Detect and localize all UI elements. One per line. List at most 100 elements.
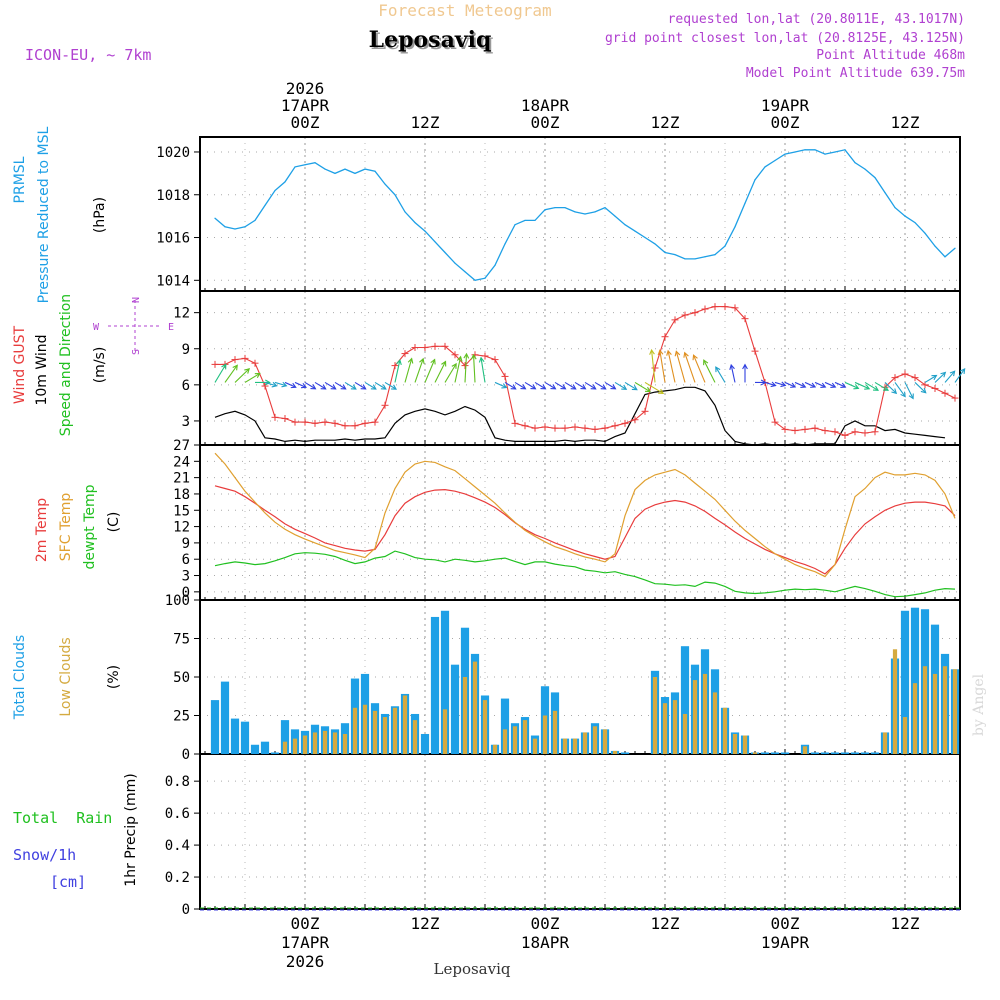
low-cloud-bar bbox=[582, 732, 588, 754]
low-cloud-bar bbox=[472, 661, 478, 754]
compass-e: E bbox=[168, 322, 174, 333]
pressure-point bbox=[294, 166, 296, 168]
wind-arrow bbox=[574, 381, 587, 390]
gust-marker bbox=[421, 344, 429, 352]
wind-arrow-head bbox=[550, 384, 557, 390]
wind-arrow bbox=[894, 382, 906, 398]
wind-arrow bbox=[463, 352, 470, 383]
point-altitude: Point Altitude 468m bbox=[816, 48, 965, 63]
total-cloud-bar bbox=[450, 664, 460, 754]
gust-marker bbox=[911, 374, 919, 382]
wind-arrow-head bbox=[570, 384, 577, 390]
gust-marker bbox=[241, 354, 249, 362]
low-cloud-bar bbox=[542, 715, 548, 754]
wind-arrow bbox=[434, 360, 447, 383]
pressure-point bbox=[764, 166, 766, 168]
pressure-point bbox=[664, 251, 666, 254]
gust-marker bbox=[641, 407, 649, 415]
snow-label: Snow/1h bbox=[13, 846, 76, 864]
wind-arrow-head bbox=[530, 384, 537, 390]
pressure-point bbox=[694, 258, 696, 260]
pressure-point bbox=[614, 215, 616, 217]
wind-arrow-shaft bbox=[574, 381, 586, 390]
wind-arrow bbox=[274, 381, 288, 388]
pressure-point bbox=[324, 168, 326, 170]
pressure-point bbox=[744, 202, 746, 204]
gust-marker bbox=[941, 389, 949, 397]
wind-arrow-shaft bbox=[414, 358, 424, 383]
pressure-point bbox=[434, 241, 436, 243]
y-tick-label: 75 bbox=[173, 632, 190, 648]
wind-arrow-shaft bbox=[954, 368, 966, 383]
wind-arrow-head bbox=[674, 350, 681, 357]
low-cloud-bar bbox=[502, 729, 508, 754]
model-label: ICON-EU, ~ 7km bbox=[25, 46, 151, 64]
wind-arrow-head bbox=[540, 384, 547, 390]
wind-arrow-head bbox=[908, 393, 914, 400]
gust-marker bbox=[851, 428, 859, 436]
pressure-point bbox=[524, 219, 526, 222]
wind-arrow-head bbox=[810, 382, 817, 388]
y-tick-label: 50 bbox=[173, 670, 190, 686]
wind-arrow-shaft bbox=[364, 381, 377, 390]
low-clouds-label: Low Clouds bbox=[58, 637, 74, 716]
wind-arrow bbox=[284, 381, 297, 389]
wind-arrow-shaft bbox=[284, 381, 296, 388]
total-cloud-bar bbox=[860, 752, 870, 754]
low-cloud-bar bbox=[692, 680, 698, 754]
pressure-point bbox=[784, 153, 786, 155]
low-cloud-bar bbox=[722, 707, 728, 754]
top-axis-label: 19APR bbox=[761, 96, 810, 115]
pressure-series bbox=[214, 149, 956, 282]
y-tick-label: 21 bbox=[173, 471, 190, 487]
panel-frame bbox=[199, 444, 961, 601]
wind-arrow-shaft bbox=[324, 381, 336, 390]
wind-arrow-shaft bbox=[424, 359, 436, 383]
low-cloud-bar bbox=[352, 707, 358, 754]
wind-arrow bbox=[444, 362, 457, 383]
footer-station: Leposaviq bbox=[434, 960, 511, 978]
total-clouds-label: Total Clouds bbox=[12, 635, 28, 720]
wind-arrow-shaft bbox=[834, 381, 846, 388]
low-cloud-bar bbox=[342, 733, 348, 754]
wind-arrow bbox=[404, 357, 414, 383]
wind-arrow-head bbox=[463, 352, 470, 359]
gust-marker bbox=[301, 418, 309, 426]
total-cloud-bar bbox=[500, 698, 510, 754]
pressure-point bbox=[454, 262, 456, 264]
gust-marker bbox=[621, 419, 629, 427]
panel-1: 3 6 9 12 bbox=[173, 290, 961, 446]
header-subtitle: Forecast Meteogram bbox=[378, 1, 551, 20]
total-cloud-bar bbox=[220, 681, 230, 754]
gust-marker bbox=[501, 372, 509, 380]
wind-arrow-shaft bbox=[244, 372, 261, 383]
gust-marker bbox=[781, 425, 789, 433]
y-tick-label: 24 bbox=[173, 454, 190, 470]
y-tick-label: 0.2 bbox=[165, 870, 190, 886]
pressure-point bbox=[904, 215, 906, 217]
wind-arrow bbox=[584, 381, 597, 390]
wind-arrow-head bbox=[340, 384, 347, 390]
wind10-label: 10m Wind bbox=[34, 334, 50, 405]
pressure-point bbox=[504, 243, 506, 245]
total-cloud-bar bbox=[280, 720, 290, 754]
wind-arrow bbox=[624, 381, 638, 391]
pressure-point bbox=[774, 159, 776, 162]
wind-arrow-shaft bbox=[473, 354, 476, 383]
wind-arrow-head bbox=[456, 355, 463, 362]
wind-arrow-shaft bbox=[730, 364, 736, 383]
wind-arrow bbox=[544, 381, 557, 390]
y-tick-label: 100 bbox=[165, 593, 190, 609]
pressure-point bbox=[424, 230, 426, 232]
wind-arrow bbox=[234, 367, 251, 383]
y-tick-label: 1020 bbox=[156, 145, 190, 161]
wind-arrow bbox=[804, 381, 817, 388]
low-cloud-bar bbox=[572, 738, 578, 754]
pressure-point bbox=[594, 211, 596, 213]
wind-arrow-shaft bbox=[874, 381, 889, 391]
wind-arrow-shaft bbox=[693, 354, 706, 383]
low-cloud-bar bbox=[482, 700, 488, 754]
wind-arrow-shaft bbox=[480, 357, 486, 383]
low-cloud-bar bbox=[322, 730, 328, 754]
wind-arrow-shaft bbox=[504, 381, 516, 390]
